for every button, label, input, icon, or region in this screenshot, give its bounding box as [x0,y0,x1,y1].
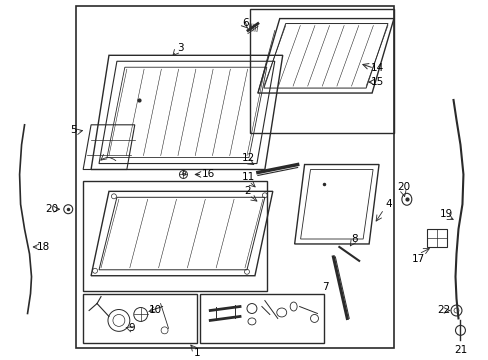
Text: 1: 1 [194,348,200,358]
Text: 20: 20 [396,183,409,192]
Text: 15: 15 [370,77,383,87]
Text: 10: 10 [149,306,162,315]
Text: 7: 7 [322,282,328,292]
Text: 12: 12 [241,153,254,163]
Text: θ: θ [181,171,185,177]
Text: 22: 22 [436,306,449,315]
Text: 16: 16 [201,170,214,180]
Bar [200,294,324,343]
Text: 4: 4 [385,199,391,209]
Text: 11: 11 [241,172,254,183]
Text: 20: 20 [45,204,58,214]
Text: 9: 9 [128,323,135,333]
Text: 6: 6 [242,18,249,27]
Text: 8: 8 [350,234,357,244]
Text: 18: 18 [37,242,50,252]
Bar [426,229,446,247]
Bar [83,294,197,343]
Text: 14: 14 [370,63,383,73]
Bar [76,6,393,348]
Text: 17: 17 [411,254,425,264]
Text: 3: 3 [177,43,183,53]
Bar [249,9,393,133]
Bar [83,181,266,291]
Text: 21: 21 [453,345,466,355]
Text: 19: 19 [439,209,452,219]
Text: 5: 5 [70,125,77,135]
Text: 2: 2 [244,186,251,196]
